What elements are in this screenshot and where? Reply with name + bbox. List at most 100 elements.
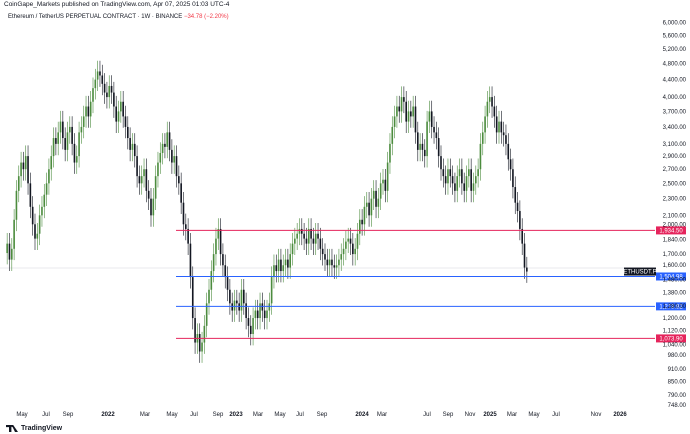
candle-body [238,303,240,311]
candle-body [421,143,424,150]
candle-body [71,126,73,144]
candle-body [13,219,15,249]
candle-body [470,169,472,191]
candle-body [194,318,196,343]
x-tick-label: May [274,412,285,418]
candle-body [500,121,503,133]
x-tick-label: Nov [591,412,602,418]
candle-body [521,228,524,244]
candle-body [36,233,39,239]
candle-body [491,97,493,107]
candle-body [289,254,292,268]
x-tick-label: Sep [213,412,224,418]
candle-body [219,228,222,255]
y-tick-label: 4,800.00 [663,62,687,68]
candle-body [52,138,55,157]
y-tick-label: 1,380.00 [663,290,687,296]
candle-body [171,149,173,163]
candle-body [435,132,438,139]
candle-body [354,248,356,255]
candle-body [48,169,50,184]
y-tick-label: 910.00 [668,367,687,373]
candle-body [444,176,447,184]
candle-body [481,132,484,144]
candle-body [113,92,115,107]
x-tick-label: Jul [423,412,431,418]
candle-body [384,179,387,191]
candle-body [191,277,194,319]
x-tick-label: Mar [253,412,263,418]
candle-body [96,71,99,80]
x-tick-label: Jul [42,412,50,418]
price-change: −34.78 (−2.20%) [183,14,229,20]
level-label: 1,934.50 [659,228,683,234]
candle-body [451,176,454,184]
candle-body [224,265,227,278]
candle-body [519,211,521,229]
candle-body [210,271,213,290]
candle-body [284,259,287,266]
candle-body [108,85,111,98]
x-tick-label: May [16,412,27,418]
candle-body [472,183,475,191]
candle-body [280,259,282,272]
candle-body [391,126,394,144]
x-tick-label: Mar [507,412,517,418]
candle-body [526,267,528,272]
x-tick-label: May [528,412,539,418]
candle-body [110,85,113,93]
candle-body [410,111,412,117]
level-label: 1,504.98 [659,274,683,280]
candle-body [41,206,43,216]
candle-body [298,228,301,234]
publish-info: CoinGape_Markets published on TradingVie… [4,1,230,8]
candle-body [173,156,176,163]
candle-body [205,303,208,326]
candle-body [270,277,273,304]
candle-body [379,183,382,199]
x-tick-label: 2025 [483,412,497,418]
candle-body [430,111,433,127]
candle-body [361,219,363,225]
candle-body [126,126,129,139]
level-tag [656,226,686,235]
candle-body [164,143,166,147]
candle-body [345,241,347,249]
candle-body [312,238,315,244]
x-tick-label: Mar [377,412,387,418]
candle-body [150,198,152,216]
candle-body [273,265,275,278]
candle-body [140,176,143,184]
candle-body [287,259,289,268]
x-tick-label: May [166,412,177,418]
candle-body [55,138,57,144]
candle-body [426,121,428,157]
candle-body [212,254,215,272]
level-label: 1,278.82 [659,304,683,310]
candle-body [493,106,496,117]
candle-body [458,169,461,177]
candle-body [516,202,519,212]
x-tick-label: Mar [140,412,150,418]
candle-body [389,143,391,163]
y-tick-label: 4,000.00 [663,95,687,101]
candle-body [45,183,48,195]
candle-body [89,101,92,117]
candle-body [66,132,69,150]
candle-body [275,265,278,272]
candle-body [236,300,238,304]
candle-body [82,116,85,127]
candle-body [498,121,500,133]
x-tick-label: Sep [317,412,328,418]
candle-body [507,143,510,160]
candle-body [419,143,421,150]
candle-body [400,97,403,112]
y-tick-label: 1,600.00 [663,263,687,269]
candle-body [103,83,106,93]
candle-body [305,238,308,244]
candles-group [6,60,528,363]
candle-body [340,254,343,260]
candle-body [310,228,312,239]
candle-body [247,318,250,326]
